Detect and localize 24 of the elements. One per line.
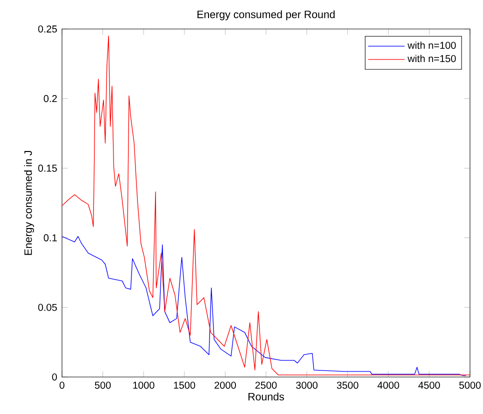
line-series — [62, 36, 470, 376]
x-tick-label: 3000 — [296, 382, 318, 389]
legend-label: with n=100 — [408, 42, 456, 49]
x-tick-label: 1000 — [133, 382, 154, 389]
y-tick-label: 0.05 — [38, 304, 57, 311]
line-series — [62, 236, 466, 376]
y-tick-label: 0 — [52, 373, 57, 381]
x-tick-label: 2500 — [255, 382, 277, 389]
x-tick-label: 4000 — [378, 382, 400, 389]
x-tick-label: 500 — [94, 382, 111, 389]
y-tick-label: 0.1 — [44, 234, 57, 242]
x-axis-title: Rounds — [248, 392, 284, 400]
x-tick-label: 1500 — [174, 382, 196, 389]
x-tick-label: 4500 — [418, 382, 440, 389]
y-tick-label: 0.25 — [38, 25, 57, 33]
legend-label: with n=150 — [408, 54, 456, 62]
x-tick-label: 5000 — [459, 382, 481, 389]
y-axis-title: Energy consumed in J — [24, 151, 34, 255]
x-tick-label: 2000 — [214, 382, 236, 389]
x-tick-label: 3500 — [336, 382, 358, 389]
y-tick-label: 0.2 — [44, 95, 57, 102]
chart-title: Energy consumed per Round — [198, 10, 335, 20]
y-tick-label: 0.15 — [38, 164, 57, 172]
x-tick-label: 0 — [60, 382, 64, 389]
